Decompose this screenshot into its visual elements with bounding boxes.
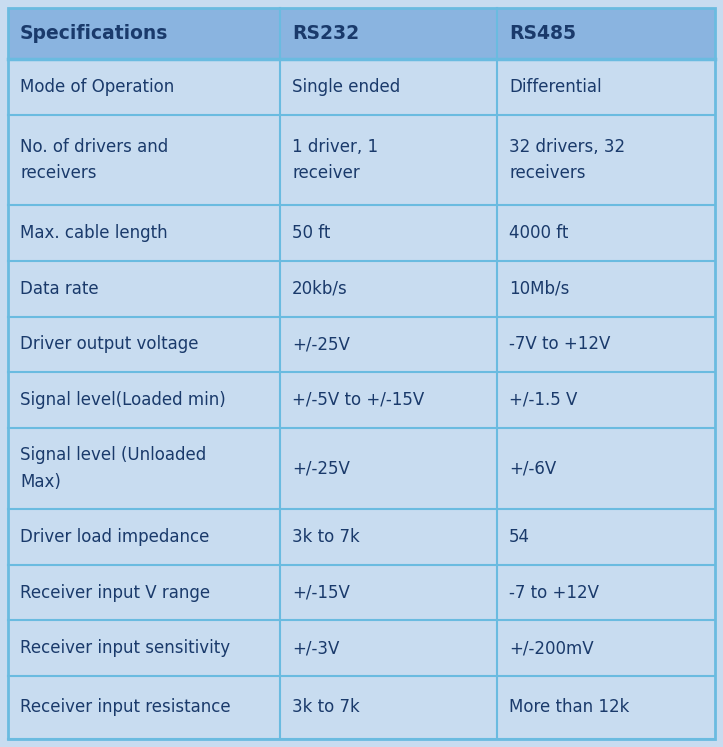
Bar [8,261,281,317]
Bar [497,565,715,621]
Text: Receiver input V range: Receiver input V range [20,583,210,601]
Bar [281,205,497,261]
Text: Mode of Operation: Mode of Operation [20,78,174,96]
Bar [497,621,715,676]
Bar [497,676,715,739]
Bar [281,59,497,114]
Text: 20kb/s: 20kb/s [292,279,348,298]
Text: 32 drivers, 32
receivers: 32 drivers, 32 receivers [509,137,625,182]
Text: Driver load impedance: Driver load impedance [20,528,210,546]
Text: Specifications: Specifications [20,24,168,43]
Bar [8,565,281,621]
Text: +/-25V: +/-25V [292,335,350,353]
Bar [497,509,715,565]
Text: +/-3V: +/-3V [292,639,340,657]
Bar [281,621,497,676]
Bar [8,205,281,261]
Text: Single ended: Single ended [292,78,401,96]
Text: 3k to 7k: 3k to 7k [292,528,360,546]
Bar [8,59,281,114]
Bar [8,428,281,509]
Text: +/-25V: +/-25V [292,459,350,477]
Text: Signal level(Loaded min): Signal level(Loaded min) [20,391,226,409]
Text: -7V to +12V: -7V to +12V [509,335,611,353]
Text: +/-5V to +/-15V: +/-5V to +/-15V [292,391,424,409]
Bar [8,8,281,59]
Text: +/-1.5 V: +/-1.5 V [509,391,578,409]
Bar [497,428,715,509]
Text: +/-200mV: +/-200mV [509,639,594,657]
Bar [8,114,281,205]
Text: More than 12k: More than 12k [509,698,630,716]
Bar [497,59,715,114]
Text: No. of drivers and
receivers: No. of drivers and receivers [20,137,168,182]
Bar [497,205,715,261]
Text: Receiver input sensitivity: Receiver input sensitivity [20,639,230,657]
Bar [8,676,281,739]
Text: Differential: Differential [509,78,602,96]
Bar [497,372,715,428]
Bar [281,8,497,59]
Bar [281,317,497,372]
Bar [497,8,715,59]
Bar [281,565,497,621]
Text: Driver output voltage: Driver output voltage [20,335,199,353]
Text: Max. cable length: Max. cable length [20,224,168,242]
Text: 1 driver, 1
receiver: 1 driver, 1 receiver [292,137,378,182]
Text: RS485: RS485 [509,24,576,43]
Text: +/-15V: +/-15V [292,583,350,601]
Bar [281,372,497,428]
Bar [8,621,281,676]
Bar [8,372,281,428]
Bar [281,509,497,565]
Text: 50 ft: 50 ft [292,224,330,242]
Bar [8,317,281,372]
Text: Receiver input resistance: Receiver input resistance [20,698,231,716]
Bar [281,261,497,317]
Bar [8,509,281,565]
Text: 3k to 7k: 3k to 7k [292,698,360,716]
Text: Data rate: Data rate [20,279,98,298]
Bar [497,317,715,372]
Text: 4000 ft: 4000 ft [509,224,568,242]
Bar [281,676,497,739]
Text: +/-6V: +/-6V [509,459,557,477]
Text: 54: 54 [509,528,530,546]
Text: 10Mb/s: 10Mb/s [509,279,570,298]
Text: -7 to +12V: -7 to +12V [509,583,599,601]
Text: Signal level (Unloaded
Max): Signal level (Unloaded Max) [20,446,206,491]
Bar [281,428,497,509]
Bar [281,114,497,205]
Text: RS232: RS232 [292,24,359,43]
Bar [497,114,715,205]
Bar [497,261,715,317]
